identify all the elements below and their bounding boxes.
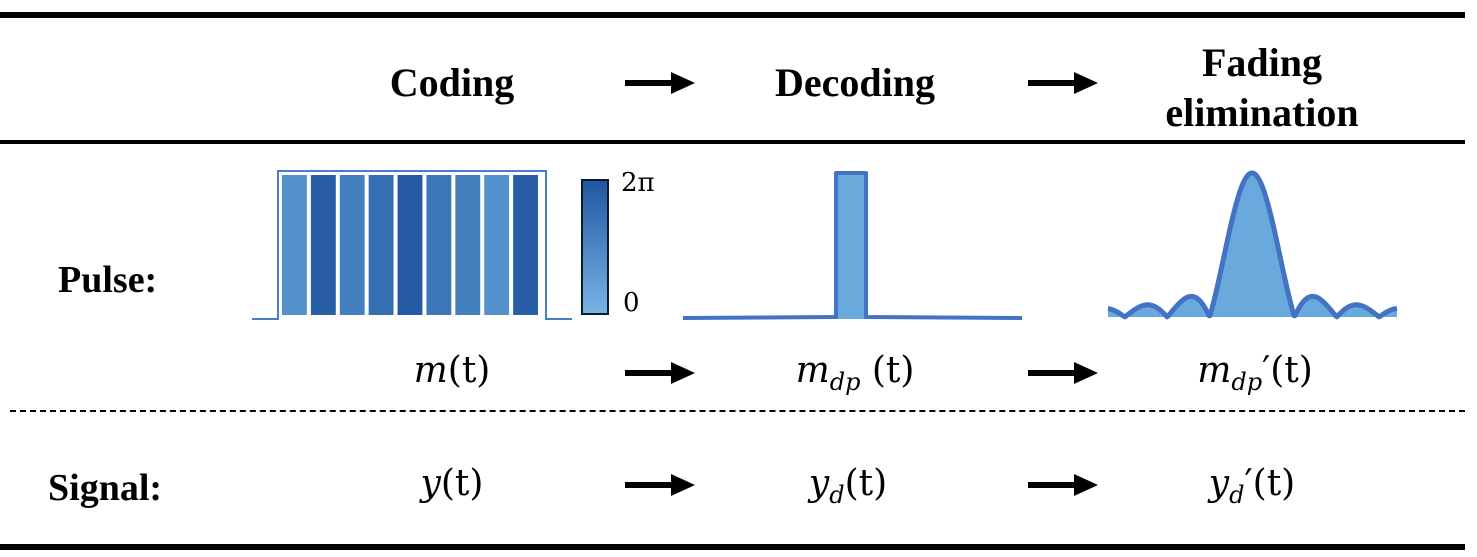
signal-term-coding: y(t) xyxy=(421,463,484,504)
coding-segment xyxy=(310,175,336,315)
colorbar-min-label: 0 xyxy=(623,288,640,318)
header-decoding: Decoding xyxy=(775,60,935,105)
term-arg: (t) xyxy=(447,350,491,391)
decoded-pulse xyxy=(682,171,1023,320)
bottom-rule xyxy=(0,544,1465,550)
term-arg: (t) xyxy=(1270,350,1313,391)
phase-colorbar xyxy=(581,179,609,315)
coding-segment xyxy=(368,175,394,315)
term-sub: d xyxy=(1229,481,1245,509)
pulse-term-coding: m(t) xyxy=(414,350,491,391)
pulse-term-fading: mdp′(t) xyxy=(1197,350,1313,396)
header-coding: Coding xyxy=(389,60,515,105)
arrow-right-icon xyxy=(1028,72,1098,94)
fading-pulse xyxy=(1106,170,1399,320)
arrow-right-icon xyxy=(625,474,695,496)
signal-term-decoding: yd(t) xyxy=(809,463,887,509)
header-fading-line1: Fading xyxy=(1201,40,1323,85)
term-arg: (t) xyxy=(844,463,888,504)
coding-segment xyxy=(282,175,307,315)
coding-segment xyxy=(484,175,510,315)
signal-row-label: Signal: xyxy=(48,467,163,509)
colorbar-max-label: 2π xyxy=(621,168,655,198)
coding-segment xyxy=(513,175,538,315)
coding-pulse xyxy=(252,170,572,320)
term-base: y xyxy=(1208,463,1230,504)
coding-segment xyxy=(426,175,452,315)
term-arg: (t) xyxy=(440,463,484,504)
signal-term-fading: yd′(t) xyxy=(1209,463,1295,509)
coding-segment xyxy=(339,175,365,315)
arrow-right-icon xyxy=(625,362,695,384)
term-base: y xyxy=(420,463,441,504)
header-fading-elimination: Fading elimination xyxy=(1165,38,1358,138)
term-sub: d xyxy=(829,481,845,509)
header-rule xyxy=(0,140,1465,144)
header-fading-line2: elimination xyxy=(1165,90,1359,135)
arrow-right-icon xyxy=(1028,362,1098,384)
arrow-right-icon xyxy=(625,72,695,94)
dashed-divider xyxy=(10,410,1465,412)
term-prime: ′ xyxy=(1262,350,1271,391)
term-base: m xyxy=(1197,350,1232,391)
pulse-row-label: Pulse: xyxy=(58,259,158,301)
term-prime: ′ xyxy=(1244,463,1253,504)
term-base: m xyxy=(413,350,448,391)
term-arg: (t) xyxy=(1252,463,1296,504)
term-base: m xyxy=(795,350,830,391)
top-rule xyxy=(0,12,1465,18)
term-arg: (t) xyxy=(860,350,915,391)
pulse-term-decoding: mdp (t) xyxy=(796,350,915,396)
coding-segment xyxy=(397,175,423,315)
term-sub: dp xyxy=(829,368,861,396)
coding-segment xyxy=(455,175,481,315)
term-sub: dp xyxy=(1231,368,1263,396)
term-base: y xyxy=(808,463,830,504)
arrow-right-icon xyxy=(1028,474,1098,496)
